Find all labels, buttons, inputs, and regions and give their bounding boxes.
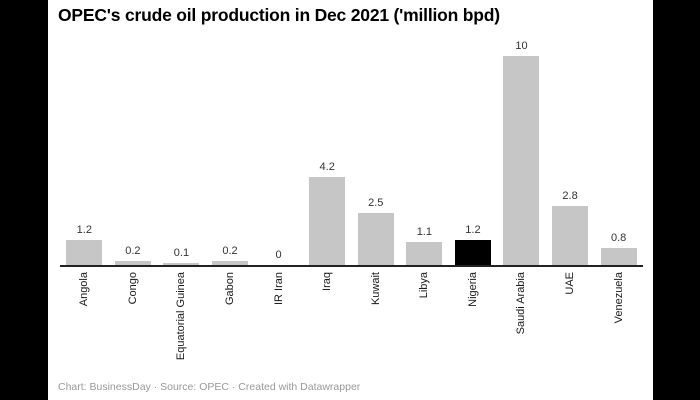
x-axis-label-iraq: Iraq: [321, 272, 334, 291]
bar-uae[interactable]: [552, 206, 589, 265]
bar-value-label-angola: 1.2: [76, 224, 92, 236]
x-label-cell-gabon: Gabon: [206, 272, 255, 372]
x-label-cell-venezuela: Venezuela: [594, 272, 643, 372]
x-label-cell-libya: Libya: [400, 272, 449, 372]
bar-cell-uae: 2.8: [546, 36, 595, 265]
x-label-cell-congo: Congo: [109, 272, 158, 372]
bar-cell-gabon: 0.2: [206, 36, 255, 265]
x-axis-label-congo: Congo: [126, 272, 139, 305]
x-label-cell-angola: Angola: [60, 272, 109, 372]
bar-cell-equatorial-guinea: 0.1: [157, 36, 206, 265]
bar-value-label-equatorial-guinea: 0.1: [173, 247, 190, 259]
x-axis-label-uae: UAE: [564, 272, 577, 295]
bar-value-label-libya: 1.1: [416, 226, 432, 238]
bar-value-label-uae: 2.8: [562, 190, 578, 202]
bar-value-label-iraq: 4.2: [319, 161, 335, 173]
bar-equatorial-guinea[interactable]: [163, 263, 200, 265]
x-label-cell-ir-iran: IR Iran: [254, 272, 303, 372]
bar-value-label-gabon: 0.2: [222, 245, 238, 257]
x-label-cell-saudi-arabia: Saudi Arabia: [497, 272, 546, 372]
x-axis-label-kuwait: Kuwait: [369, 272, 382, 306]
bar-cell-nigeria: 1.2: [449, 36, 498, 265]
bar-cell-ir-iran: 0: [254, 36, 303, 265]
x-label-cell-nigeria: Nigeria: [449, 272, 498, 372]
x-label-cell-iraq: Iraq: [303, 272, 352, 372]
x-axis-labels: Angola Congo Equatorial Guinea Gabon IR Iran…: [60, 272, 643, 372]
x-label-cell-uae: UAE: [546, 272, 595, 372]
bar-value-label-ir-iran: 0: [275, 249, 282, 261]
bar-cell-angola: 1.2: [60, 36, 109, 265]
bar-libya[interactable]: [406, 242, 443, 265]
bar-cell-venezuela: 0.8: [594, 36, 643, 265]
chart-panel: OPEC's crude oil production in Dec 2021 …: [48, 0, 653, 400]
bar-iraq[interactable]: [309, 177, 346, 265]
x-axis-label-saudi-arabia: Saudi Arabia: [515, 272, 528, 335]
bar-cell-congo: 0.2: [109, 36, 158, 265]
x-axis-label-nigeria: Nigeria: [466, 272, 479, 307]
x-axis-label-libya: Libya: [418, 272, 431, 299]
x-axis-label-ir-iran: IR Iran: [272, 272, 285, 306]
x-axis-label-gabon: Gabon: [224, 272, 237, 306]
chart-title: OPEC's crude oil production in Dec 2021 …: [58, 5, 500, 25]
bar-cell-kuwait: 2.5: [351, 36, 400, 265]
x-axis-line: [60, 265, 643, 267]
bar-nigeria[interactable]: [454, 240, 491, 265]
x-label-cell-kuwait: Kuwait: [351, 272, 400, 372]
bar-congo[interactable]: [114, 261, 151, 265]
x-axis-label-angola: Angola: [78, 272, 91, 307]
chart-footer-attribution: Chart: BusinessDay · Source: OPEC · Crea…: [58, 381, 361, 393]
bar-cell-iraq: 4.2: [303, 36, 352, 265]
bar-plot-area: 1.2 0.2 0.1 0.2 0 4.2 2.5 1.1 1.2 10 2.8 0.8: [60, 36, 643, 265]
bar-kuwait[interactable]: [357, 213, 394, 265]
x-axis-label-equatorial-guinea: Equatorial Guinea: [175, 272, 188, 361]
bar-saudi-arabia[interactable]: [503, 56, 540, 265]
bar-cell-libya: 1.1: [400, 36, 449, 265]
x-label-cell-equatorial-guinea: Equatorial Guinea: [157, 272, 206, 372]
bar-value-label-saudi-arabia: 10: [515, 40, 528, 52]
bar-venezuela[interactable]: [600, 248, 637, 265]
bar-cell-saudi-arabia: 10: [497, 36, 546, 265]
bar-value-label-kuwait: 2.5: [368, 197, 384, 209]
x-axis-label-venezuela: Venezuela: [612, 272, 625, 324]
bar-value-label-congo: 0.2: [125, 245, 141, 257]
bar-angola[interactable]: [66, 240, 103, 265]
bar-value-label-venezuela: 0.8: [611, 232, 627, 244]
bar-gabon[interactable]: [212, 261, 249, 265]
bar-value-label-nigeria: 1.2: [465, 224, 481, 236]
